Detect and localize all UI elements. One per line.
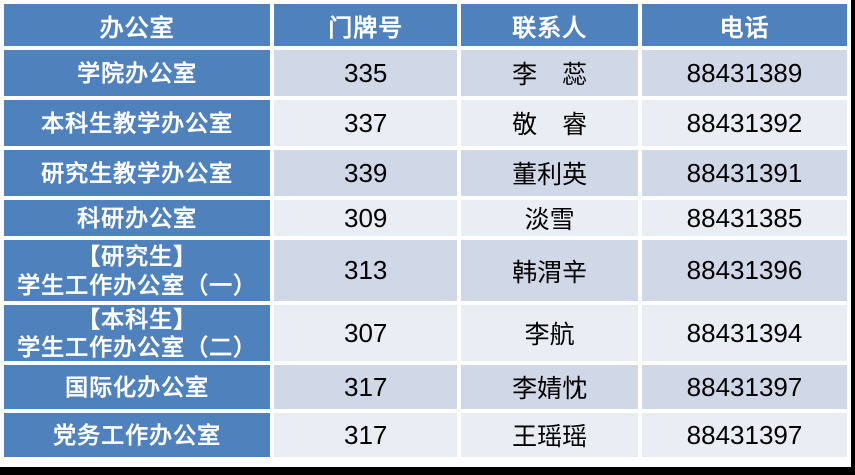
- phone-number-cell: 88431397: [642, 413, 847, 458]
- contact-name-cell: 李 蕊: [461, 50, 638, 96]
- phone-number-cell: 88431385: [642, 200, 847, 236]
- phone-number-cell: 88431392: [642, 100, 847, 146]
- contact-name-cell: 淡雪: [461, 200, 638, 236]
- office-name-cell: 党务工作办公室: [4, 413, 271, 458]
- table-row: 【研究生】 学生工作办公室（一） 313 韩渭辛 88431396: [4, 240, 847, 301]
- contact-name-cell: 李婧忱: [461, 365, 638, 410]
- table-row: 本科生教学办公室 337 敬 睿 88431392: [4, 100, 847, 146]
- black-edge-bottom: [0, 467, 855, 475]
- table-row: 科研办公室 309 淡雪 88431385: [4, 200, 847, 236]
- header-row: 办公室 门牌号 联系人 电话: [4, 4, 847, 46]
- office-name-cell: 【本科生】 学生工作办公室（二）: [4, 305, 271, 362]
- room-number-cell: 317: [274, 365, 458, 410]
- office-name-cell: 国际化办公室: [4, 365, 271, 410]
- room-number-cell: 339: [274, 150, 458, 196]
- table-row: 国际化办公室 317 李婧忱 88431397: [4, 365, 847, 410]
- office-name-cell: 研究生教学办公室: [4, 150, 271, 196]
- phone-number-cell: 88431397: [642, 365, 847, 410]
- room-number-cell: 317: [274, 413, 458, 458]
- table-row: 学院办公室 335 李 蕊 88431389: [4, 50, 847, 96]
- phone-number-cell: 88431389: [642, 50, 847, 96]
- column-header-contact: 联系人: [461, 4, 638, 46]
- column-header-office: 办公室: [4, 4, 271, 46]
- phone-number-cell: 88431394: [642, 305, 847, 362]
- office-directory-table: 办公室 门牌号 联系人 电话 学院办公室 335 李 蕊 88431389 本科…: [4, 4, 847, 458]
- office-name-cell: 本科生教学办公室: [4, 100, 271, 146]
- room-number-cell: 337: [274, 100, 458, 146]
- black-edge-right: [851, 0, 855, 475]
- office-name-cell: 【研究生】 学生工作办公室（一）: [4, 240, 271, 301]
- content-panel: 办公室 门牌号 联系人 电话 学院办公室 335 李 蕊 88431389 本科…: [0, 0, 851, 467]
- phone-number-cell: 88431391: [642, 150, 847, 196]
- room-number-cell: 335: [274, 50, 458, 96]
- column-header-phone: 电话: [642, 4, 847, 46]
- contact-name-cell: 李航: [461, 305, 638, 362]
- column-header-room-number: 门牌号: [274, 4, 458, 46]
- contact-name-cell: 王瑶瑶: [461, 413, 638, 458]
- table-row: 【本科生】 学生工作办公室（二） 307 李航 88431394: [4, 305, 847, 362]
- room-number-cell: 309: [274, 200, 458, 236]
- table-row: 研究生教学办公室 339 董利英 88431391: [4, 150, 847, 196]
- contact-name-cell: 敬 睿: [461, 100, 638, 146]
- contact-name-cell: 董利英: [461, 150, 638, 196]
- office-name-cell: 科研办公室: [4, 200, 271, 236]
- phone-number-cell: 88431396: [642, 240, 847, 301]
- room-number-cell: 313: [274, 240, 458, 301]
- office-name-cell: 学院办公室: [4, 50, 271, 96]
- table-row: 党务工作办公室 317 王瑶瑶 88431397: [4, 413, 847, 458]
- room-number-cell: 307: [274, 305, 458, 362]
- contact-name-cell: 韩渭辛: [461, 240, 638, 301]
